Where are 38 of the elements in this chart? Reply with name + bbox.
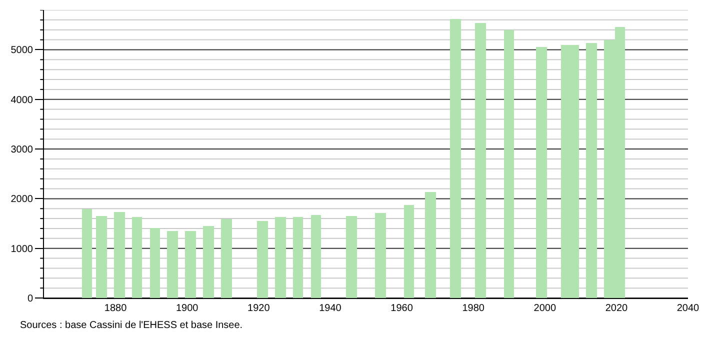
x-tick-label: 1960	[390, 303, 414, 314]
x-tick-label: 1900	[176, 303, 199, 314]
bar	[221, 219, 232, 298]
bar	[82, 209, 92, 298]
bar	[203, 226, 214, 298]
x-tick-label: 1980	[462, 303, 485, 314]
y-tick-label: 1000	[10, 244, 34, 255]
x-tick-label: 1920	[248, 303, 270, 314]
y-tick-label: 4000	[10, 94, 34, 106]
bar	[275, 217, 286, 298]
bar	[132, 217, 142, 298]
x-tick-label: 2040	[676, 303, 700, 314]
bar	[450, 19, 461, 298]
bar	[96, 216, 107, 298]
bar	[504, 30, 514, 298]
y-tick-label: 0	[27, 294, 34, 304]
bar	[293, 217, 303, 298]
bar	[425, 192, 436, 298]
bar	[311, 215, 321, 298]
bar	[475, 23, 486, 298]
bar	[167, 231, 178, 298]
bar	[185, 231, 196, 298]
y-tick-label: 3000	[10, 144, 34, 156]
bar	[375, 213, 386, 298]
bar	[404, 205, 414, 298]
bar	[346, 216, 357, 298]
bar	[114, 212, 125, 298]
x-tick-label: 1940	[319, 303, 342, 314]
x-tick-label: 2020	[605, 303, 628, 314]
bar	[586, 43, 597, 298]
bar	[536, 47, 547, 298]
y-tick-label: 5000	[10, 45, 34, 56]
x-tick-label: 1880	[104, 303, 128, 314]
bar	[150, 228, 160, 298]
source-note: Sources : base Cassini de l'EHESS et base Insee.	[20, 320, 243, 331]
x-tick-label: 2000	[534, 303, 556, 314]
y-tick-label: 2000	[10, 194, 34, 206]
bar	[257, 221, 268, 298]
